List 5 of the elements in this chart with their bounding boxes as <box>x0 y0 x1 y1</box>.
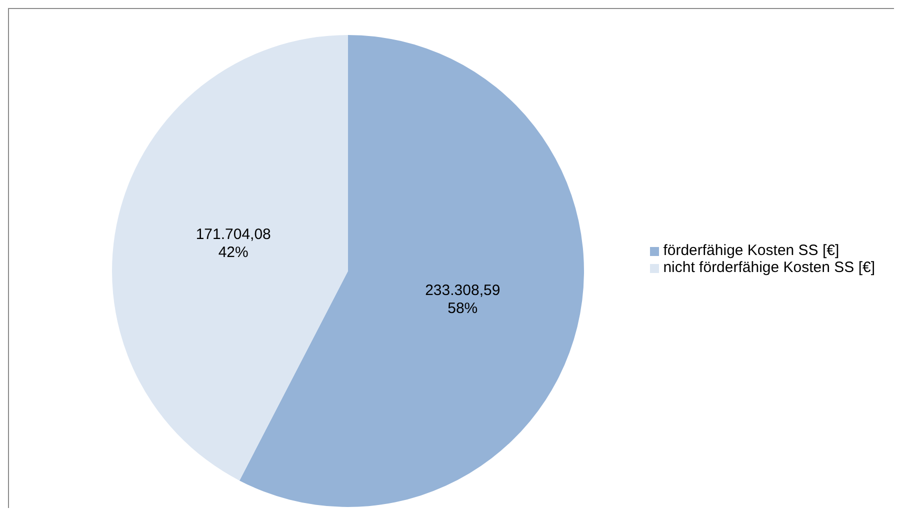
data-label: 233.308,59 58% <box>425 281 500 316</box>
pie-slice <box>112 35 348 481</box>
data-label: 171.704,08 42% <box>196 226 271 261</box>
legend-label: nicht förderfähige Kosten SS [€] <box>663 259 875 276</box>
legend-label: förderfähige Kosten SS [€] <box>663 242 840 259</box>
